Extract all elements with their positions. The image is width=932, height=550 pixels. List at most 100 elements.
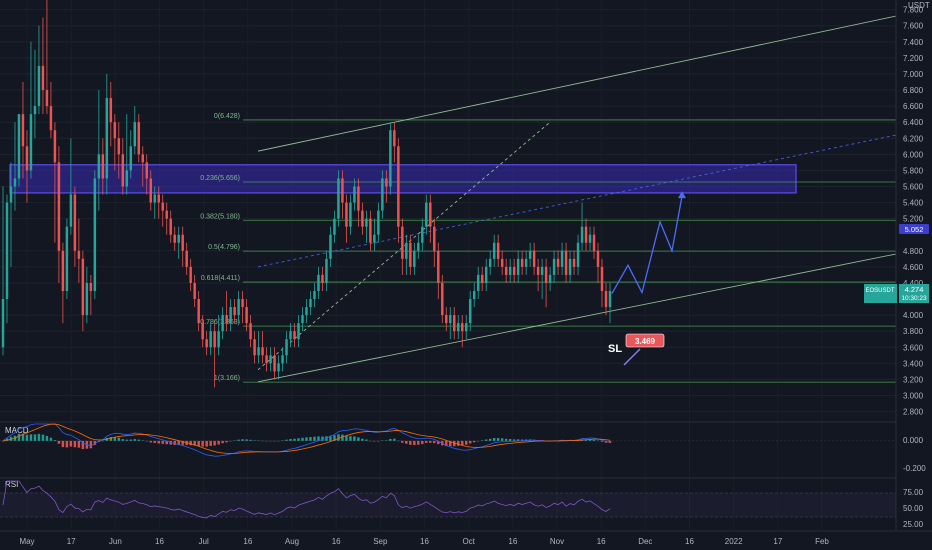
macd-histogram-bar (484, 439, 488, 441)
candle-body (29, 114, 33, 171)
candle-body (285, 339, 288, 356)
macd-histogram-bar (37, 433, 41, 441)
fib-level-label: 0.786(3.863) (200, 319, 240, 326)
time-tick-label: Sep (373, 537, 388, 546)
projection-path[interactable] (611, 196, 683, 295)
macd-histogram-bar (425, 440, 428, 443)
macd-histogram-bar (249, 439, 252, 441)
candle-body (185, 250, 188, 267)
macd-histogram-bar (453, 440, 456, 447)
fib-level-label: 0(6.428) (214, 113, 240, 120)
candle-body (65, 226, 69, 291)
candle-body (93, 178, 97, 291)
candle-body (89, 282, 93, 291)
candle-body (101, 154, 105, 179)
candle-body (257, 347, 260, 356)
highlight-price-value: 5.052 (905, 225, 924, 234)
price-tick-label: 7.000 (903, 70, 924, 79)
rsi-tick-0: 75.00 (903, 488, 924, 497)
time-tick-label: 17 (773, 537, 782, 546)
current-price-tag[interactable] (899, 284, 929, 303)
macd-histogram-bar (65, 440, 69, 448)
candle-body (540, 266, 544, 275)
current-price-symbol-tag[interactable] (864, 284, 897, 303)
candle-body (293, 331, 296, 340)
candle-body (321, 274, 324, 283)
highlight-price-tag[interactable] (899, 224, 929, 234)
candle-body (588, 234, 592, 243)
candle-body (177, 234, 180, 243)
candle-body (221, 315, 224, 332)
price-tick-label: 6.600 (903, 102, 924, 111)
candle-body (145, 162, 149, 179)
macd-histogram-bar (429, 440, 432, 443)
macd-histogram-bar (588, 439, 592, 441)
macd-histogram-bar (500, 438, 504, 441)
fib-level-label: 1(3.166) (214, 375, 240, 382)
candle-body (201, 323, 204, 340)
macd-histogram-bar (608, 440, 612, 443)
macd-histogram-bar (173, 440, 176, 445)
macd-histogram-bar (69, 440, 73, 447)
candle-body (464, 323, 468, 332)
macd-histogram-bar (437, 440, 440, 445)
macd-histogram-bar (25, 434, 29, 441)
macd-histogram-bar (265, 440, 268, 442)
candlestick-series (1, 0, 612, 388)
price-axis-ticks: 7.800 7.600 7.400 7.200 7.000 6.800 6.600 6.400… (903, 6, 924, 417)
candle-body (608, 290, 612, 308)
macd-histogram-bar (345, 435, 348, 441)
macd-histogram-bar (413, 440, 416, 446)
signal-line (2, 423, 611, 454)
candle-body (245, 307, 248, 324)
candle-body (433, 226, 436, 251)
candle-body (273, 355, 276, 372)
macd-histogram-bar (421, 440, 424, 445)
macd-histogram-bar (157, 440, 160, 444)
candle-body (165, 210, 168, 219)
macd-histogram-bar (49, 437, 53, 441)
fib-level-label: 0.382(5.180) (200, 213, 240, 220)
price-tick-label: 6.400 (903, 118, 924, 127)
fib-retracement[interactable]: 0(6.428) 0.236(5.656) 0.382(5.180) 0.5(4.79… (200, 113, 896, 383)
candle-body (453, 315, 456, 332)
macd-histogram-bar (313, 436, 316, 441)
macd-histogram-bar (181, 440, 184, 445)
candle-body (516, 258, 520, 275)
macd-histogram-bar (149, 440, 152, 443)
candle-body (393, 130, 396, 147)
fib-level-label: 0.5(4.796) (208, 244, 240, 251)
candle-body (137, 122, 141, 155)
candle-body (580, 226, 584, 243)
macd-histogram-bar (472, 440, 476, 443)
candle-body (297, 323, 300, 340)
candle-body (49, 106, 53, 131)
candle-body (592, 234, 596, 251)
time-tick-label: 17 (67, 537, 76, 546)
price-tick-label: 3.400 (903, 359, 924, 368)
candle-body (189, 266, 192, 283)
macd-histogram-bar (121, 439, 125, 441)
macd-histogram-bar (9, 436, 13, 441)
channel-line (257, 121, 551, 371)
macd-histogram-bar (213, 440, 216, 446)
candle-body (269, 355, 272, 364)
candle-body (365, 218, 368, 227)
macd-histogram-bar (592, 439, 596, 441)
resistance-zone[interactable] (9, 164, 797, 194)
stop-loss-badge[interactable] (625, 333, 665, 348)
price-tick-label: 7.400 (903, 38, 924, 47)
candle-body (237, 299, 240, 316)
time-tick-label: Jul (199, 537, 209, 546)
macd-histogram-bar (5, 438, 9, 441)
macd-histogram-bar (137, 439, 141, 441)
candle-body (193, 282, 196, 300)
price-tick-label: 5.400 (903, 199, 924, 208)
macd-histogram-bar (101, 440, 105, 442)
time-tick-label: 2022 (725, 537, 743, 546)
price-channel[interactable] (257, 15, 897, 383)
macd-histogram-bar (117, 437, 121, 441)
candle-body (425, 202, 428, 227)
